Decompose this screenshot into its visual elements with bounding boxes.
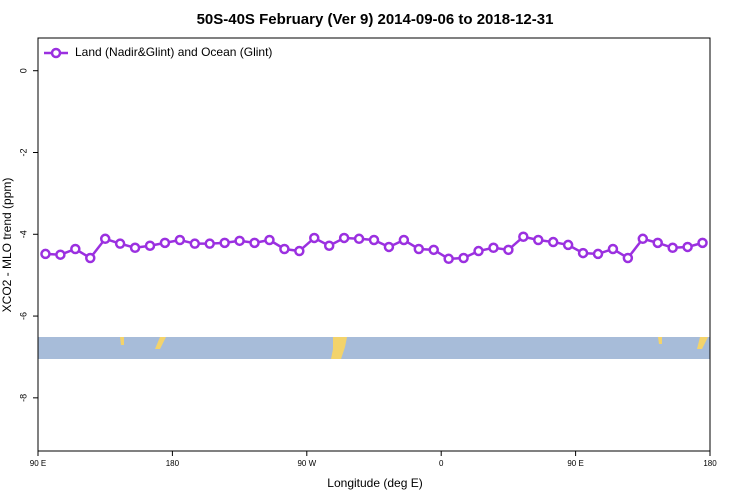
y-tick-label: -4 <box>18 230 28 238</box>
point <box>458 252 469 264</box>
point <box>129 242 141 254</box>
point <box>219 237 230 249</box>
plot-frame <box>37 37 711 452</box>
point <box>428 244 439 256</box>
point <box>368 234 380 246</box>
point <box>637 233 649 245</box>
ocean-band <box>38 337 710 359</box>
y-axis-label: XCO2 - MLO trend (ppm) <box>0 178 14 313</box>
point <box>189 238 201 249</box>
point <box>443 253 454 265</box>
point <box>204 238 215 249</box>
legend-label: Land (Nadir&Glint) and Ocean (Glint) <box>75 45 272 59</box>
point <box>562 239 574 251</box>
land <box>155 337 166 349</box>
legend-marker <box>50 47 62 59</box>
land <box>697 337 708 349</box>
point <box>323 240 335 251</box>
point <box>533 234 544 246</box>
x-tick-label: 180 <box>703 459 717 468</box>
point <box>309 232 320 244</box>
point <box>338 232 350 244</box>
x-tick-label: 180 <box>166 459 180 468</box>
point <box>234 235 245 247</box>
point <box>503 244 514 256</box>
land <box>331 337 347 359</box>
point <box>577 247 589 259</box>
x-axis-label: Longitude (deg E) <box>327 476 422 490</box>
point <box>607 243 619 255</box>
point <box>114 238 126 249</box>
point <box>40 248 51 260</box>
y-tick-label: -2 <box>18 148 28 156</box>
point <box>622 252 634 264</box>
land <box>658 337 662 344</box>
point <box>473 245 484 257</box>
y-tick-label: 0 <box>18 68 28 73</box>
point <box>682 241 693 253</box>
point <box>249 237 260 249</box>
x-tick-label: 90 W <box>297 459 316 468</box>
x-tick-label: 0 <box>439 459 444 468</box>
point <box>652 237 663 249</box>
point <box>144 240 156 251</box>
map-strip <box>38 337 710 359</box>
land <box>120 337 124 345</box>
point <box>174 234 186 246</box>
point <box>279 243 290 255</box>
chart-title: 50S-40S February (Ver 9) 2014-09-06 to 2… <box>197 11 554 28</box>
point <box>99 233 111 245</box>
point <box>697 237 708 249</box>
point <box>518 231 529 242</box>
point <box>55 249 66 260</box>
point <box>398 234 410 246</box>
point <box>353 233 365 245</box>
x-tick-label: 90 E <box>30 459 46 468</box>
point <box>592 248 604 260</box>
point <box>488 242 499 254</box>
y-tick-label: -6 <box>18 312 28 320</box>
point <box>547 236 559 248</box>
x-tick-label: 90 E <box>567 459 583 468</box>
point <box>85 252 96 264</box>
point <box>413 243 425 255</box>
y-tick-label: -8 <box>18 394 28 402</box>
point <box>70 243 81 255</box>
point <box>264 234 275 246</box>
point <box>667 242 678 254</box>
point <box>294 245 305 257</box>
point <box>159 237 171 249</box>
point <box>383 241 395 253</box>
